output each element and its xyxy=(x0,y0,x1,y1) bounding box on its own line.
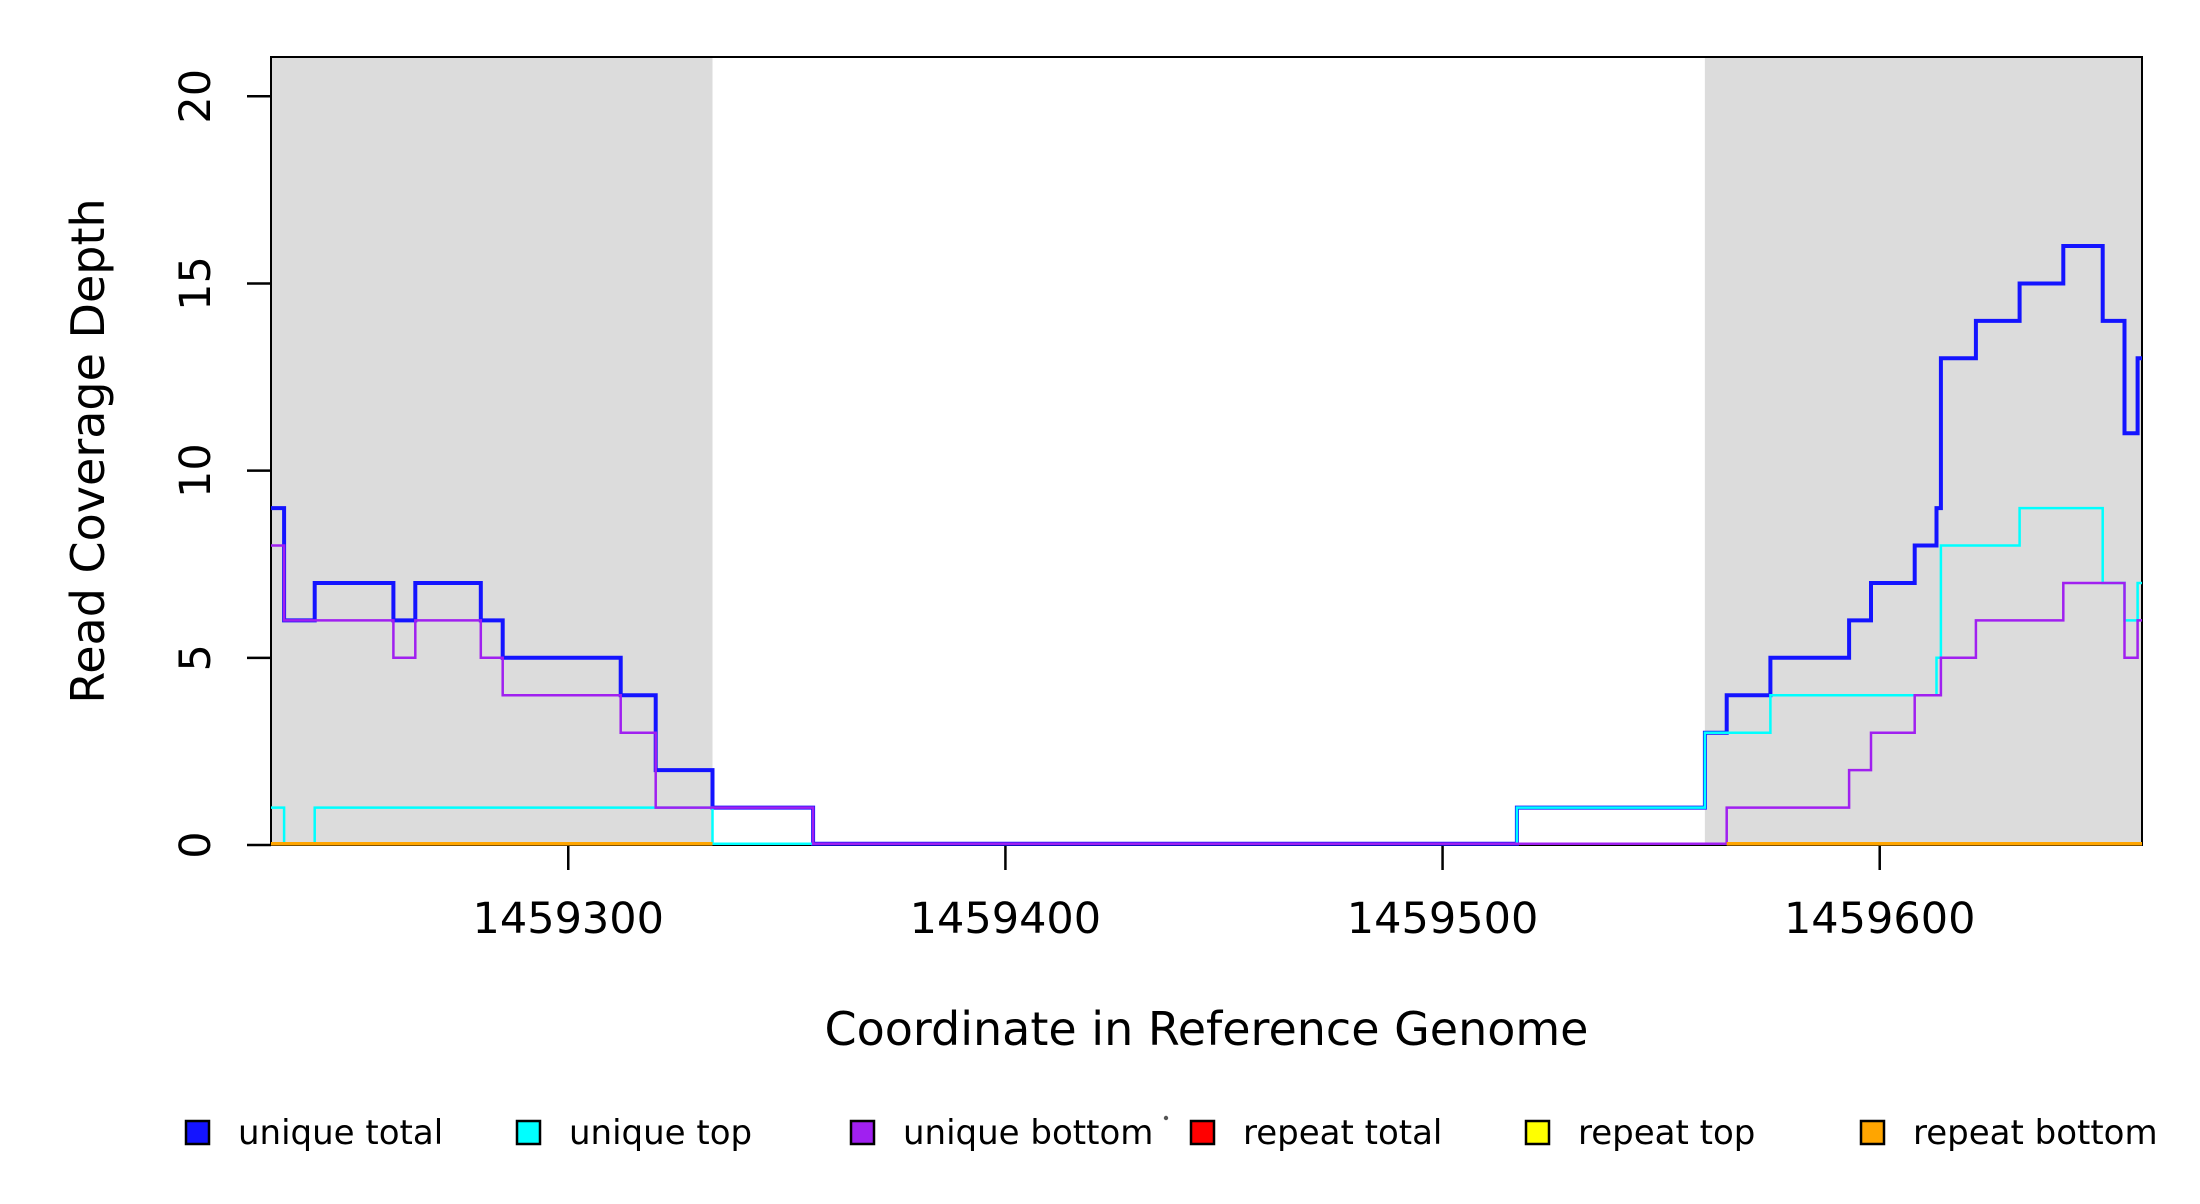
legend-swatch-unique-top xyxy=(515,1119,542,1146)
y-axis-tick-label: 0 xyxy=(171,831,221,858)
legend-swatch-unique-bottom xyxy=(849,1119,876,1146)
legend: unique total unique top unique bottom repea… xyxy=(184,1113,2158,1153)
legend-swatch-repeat-top xyxy=(1524,1119,1551,1146)
legend-swatch-repeat-total xyxy=(1189,1119,1216,1146)
legend-label-repeat-bottom: repeat bottom xyxy=(1913,1113,2158,1153)
legend-label-unique-total: unique total xyxy=(238,1113,443,1153)
series-unique-total xyxy=(271,244,2142,846)
y-axis-tick-label: 20 xyxy=(171,69,221,124)
right-repeat-region xyxy=(1704,57,2142,845)
y-axis-tick-label: 15 xyxy=(171,256,221,311)
y-axis-tick-label: 5 xyxy=(171,644,221,671)
legend-item-repeat-total: repeat total xyxy=(1189,1113,1442,1153)
legend-item-unique-total: unique total xyxy=(184,1113,443,1153)
y-axis-tick-label: 10 xyxy=(171,443,221,498)
legend-item-repeat-top: repeat top xyxy=(1524,1113,1755,1153)
x-axis-tick-label: 1459300 xyxy=(473,894,665,944)
legend-item-unique-bottom: unique bottom xyxy=(849,1113,1153,1153)
legend-label-repeat-top: repeat top xyxy=(1578,1113,1755,1153)
legend-label-unique-bottom: unique bottom xyxy=(903,1113,1153,1153)
legend-swatch-repeat-bottom xyxy=(1859,1119,1886,1146)
left-repeat-region xyxy=(271,57,713,845)
legend-item-unique-top: unique top xyxy=(515,1113,752,1153)
legend-swatch-unique-total xyxy=(184,1119,211,1146)
legend-item-repeat-bottom: repeat bottom xyxy=(1859,1113,2158,1153)
legend-label-repeat-total: repeat total xyxy=(1243,1113,1442,1153)
stray-dot xyxy=(1163,1115,1169,1121)
legend-label-unique-top: unique top xyxy=(569,1113,752,1153)
series-unique-bottom xyxy=(271,544,2142,846)
y-axis-title: Read Coverage Depth xyxy=(61,198,115,703)
x-axis-tick-label: 1459600 xyxy=(1784,894,1976,944)
x-axis-title: Coordinate in Reference Genome xyxy=(825,1002,1589,1056)
x-axis-tick-label: 1459400 xyxy=(910,894,1102,944)
x-axis-tick-label: 1459500 xyxy=(1347,894,1539,944)
